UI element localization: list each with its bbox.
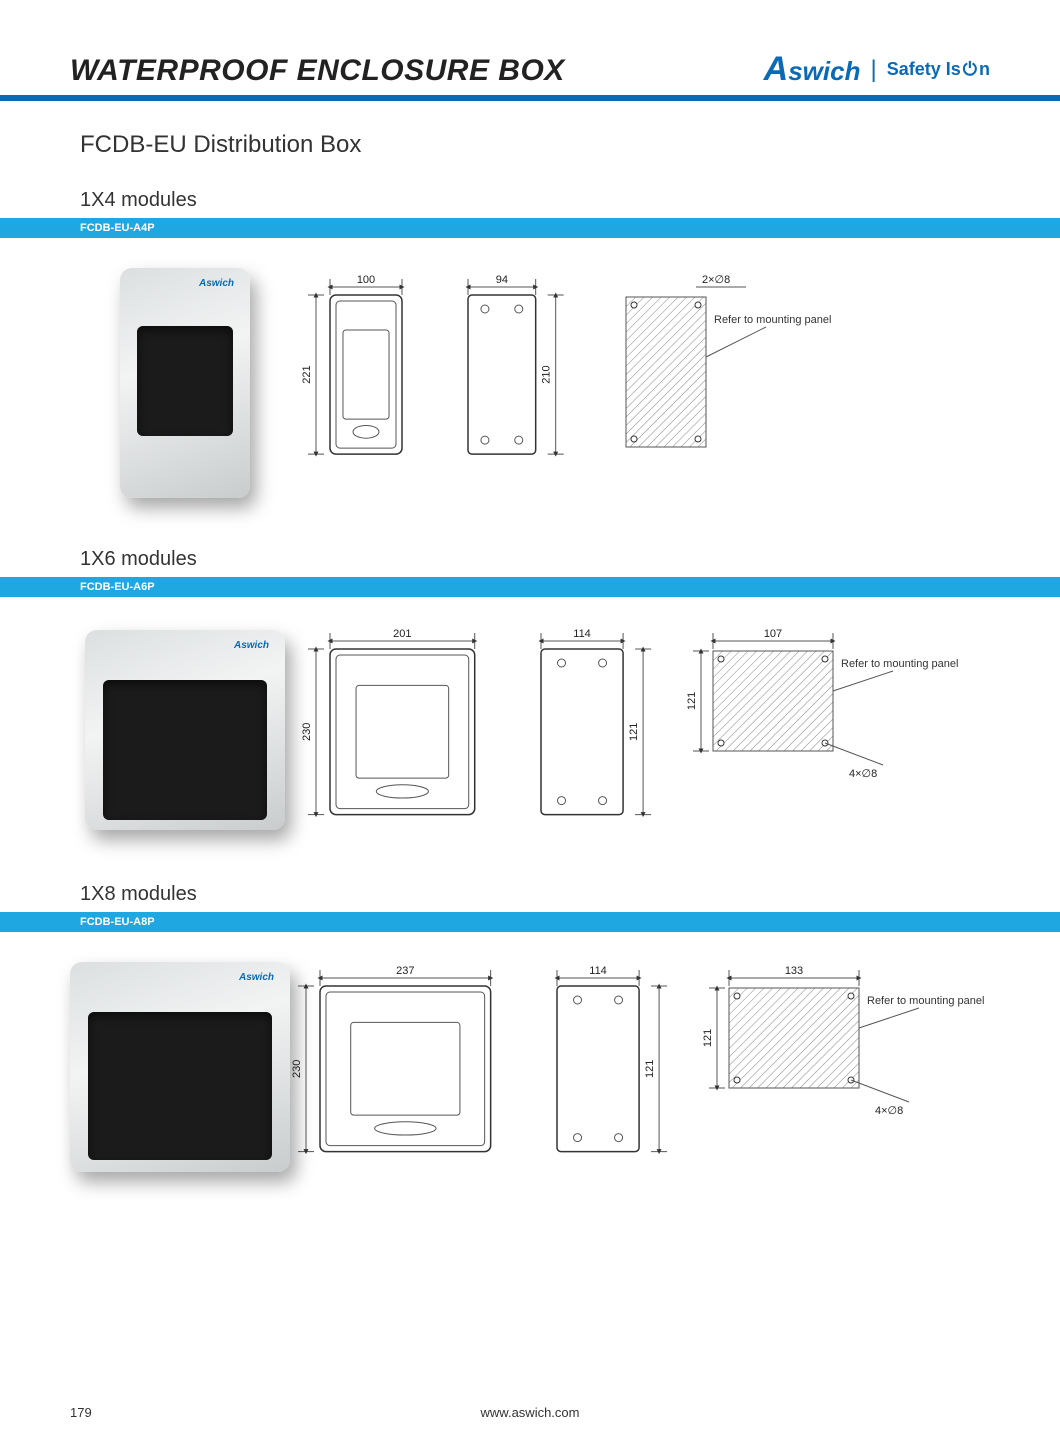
section-title: 1X4 modules [80,189,990,212]
svg-text:100: 100 [357,274,375,286]
svg-text:107: 107 [764,628,782,640]
model-bar: FCDB-EU-A6P [0,577,1060,597]
product-photo-brand: Aswich [234,640,269,651]
svg-text:201: 201 [393,628,411,640]
svg-text:121: 121 [644,1059,656,1077]
product-section: 1X6 modules FCDB-EU-A6P Aswich 201 230 1… [70,548,990,853]
product-photo-brand: Aswich [199,278,234,289]
product-window [88,1012,272,1160]
svg-text:221: 221 [301,365,313,383]
brand-separator: | [870,56,876,84]
brand-tagline: Safety Is ⏻ n [887,59,990,80]
page-title: WATERPROOF ENCLOSURE BOX [70,54,565,88]
svg-text:114: 114 [589,965,607,977]
svg-text:Refer to mounting panel: Refer to mounting panel [841,658,958,670]
product-photo: Aswich [120,268,250,498]
svg-text:4×∅8: 4×∅8 [875,1105,903,1117]
power-icon: ⏻ [963,59,977,80]
brand-logo: Aswich [764,50,861,89]
product-photo: Aswich [70,962,290,1172]
model-code: FCDB-EU-A4P [80,222,155,234]
product-photo: Aswich [85,630,285,830]
page-footer: 179 www.aswich.com [70,1405,990,1420]
svg-text:4×∅8: 4×∅8 [849,768,877,780]
product-section: 1X8 modules FCDB-EU-A8P Aswich 237 230 1… [70,883,990,1192]
svg-text:Refer to mounting panel: Refer to mounting panel [714,314,831,326]
model-code: FCDB-EU-A6P [80,581,155,593]
product-series-title: FCDB-EU Distribution Box [80,131,990,159]
brand-block: Aswich | Safety Is ⏻ n [764,50,990,89]
svg-text:230: 230 [301,723,313,741]
product-window [137,326,233,436]
svg-text:114: 114 [573,628,591,640]
technical-drawings: 100 221 94 210 2×∅8 [300,273,990,493]
product-photo-brand: Aswich [239,972,274,983]
svg-text:94: 94 [496,274,508,286]
page-number: 179 [70,1405,92,1420]
product-window [103,680,267,820]
svg-text:121: 121 [703,1029,714,1047]
svg-text:237: 237 [396,965,414,977]
footer-url: www.aswich.com [481,1405,580,1420]
svg-text:133: 133 [785,965,803,977]
technical-drawings: 201 230 114 121 107 [300,627,990,833]
svg-text:2×∅8: 2×∅8 [702,274,730,286]
section-title: 1X6 modules [80,548,990,571]
header-rule [0,95,1060,101]
section-title: 1X8 modules [80,883,990,906]
svg-text:210: 210 [541,365,553,383]
svg-text:121: 121 [687,692,698,710]
model-bar: FCDB-EU-A4P [0,218,1060,238]
technical-drawings: 237 230 114 121 133 [290,964,1003,1170]
model-bar: FCDB-EU-A8P [0,912,1060,932]
page-header: WATERPROOF ENCLOSURE BOX Aswich | Safety… [70,50,990,89]
svg-text:121: 121 [628,723,640,741]
model-code: FCDB-EU-A8P [80,916,155,928]
svg-text:230: 230 [291,1059,303,1077]
product-section: 1X4 modules FCDB-EU-A4P Aswich 100 221 9… [70,189,990,518]
svg-text:Refer to mounting panel: Refer to mounting panel [867,995,984,1007]
